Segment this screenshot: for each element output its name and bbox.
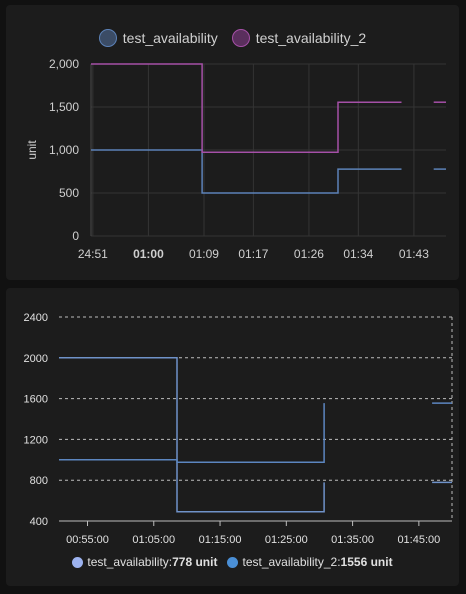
series-line-1 xyxy=(91,149,402,194)
series-line-2 xyxy=(91,63,402,153)
x-tick-label: 00:55:00 xyxy=(66,534,109,546)
y-tick-label: 2,000 xyxy=(49,57,79,71)
y-axis-label: unit xyxy=(25,140,39,160)
x-tick-label: 24:51 xyxy=(78,247,108,261)
chart-card-bottom: 2400 2000 1600 1200 800 400 00:55:00 01:05:00 01… xyxy=(6,288,459,586)
legend-label-series-1: test_availability xyxy=(122,30,218,46)
x-tick-label: 01:09 xyxy=(189,247,219,261)
x-tick-label: 01:35:00 xyxy=(331,534,374,546)
legend-item-series-2[interactable]: test_availability_2 xyxy=(231,29,367,47)
legend-swatch-series-1 xyxy=(98,29,117,47)
x-tick-label: 01:45:00 xyxy=(397,534,440,546)
series-line-2 xyxy=(59,403,325,464)
y-tick-label: 500 xyxy=(59,186,79,200)
chart-top: 2,000 1,500 1,000 500 0 24:51 01:00 01:09 01:17 0… xyxy=(25,57,446,261)
x-tick-label: 01:00 xyxy=(133,247,164,261)
legend-label-series-2: test_availability_2 xyxy=(255,30,367,46)
legend-item-series-1[interactable]: test_availability xyxy=(98,29,218,47)
legend2-value-series-2: 1556 unit xyxy=(340,555,393,569)
legend2-swatch-series-1 xyxy=(72,556,84,568)
x-tick-label: 01:34 xyxy=(343,247,373,261)
y-tick-label: 1,500 xyxy=(49,100,79,114)
legend2-name-series-2: test_availability_2: xyxy=(242,555,341,569)
legend-swatch-series-2 xyxy=(231,29,250,47)
y-tick-label: 1600 xyxy=(24,394,48,406)
chart-legend-top: test_availability test_availability_2 xyxy=(6,29,459,47)
y-tick-label: 400 xyxy=(30,516,48,528)
y-tick-label: 1,000 xyxy=(49,143,79,157)
x-tick-label: 01:05:00 xyxy=(132,534,175,546)
chart-bottom: 2400 2000 1600 1200 800 400 00:55:00 01:05:00 01… xyxy=(24,312,453,546)
y-tick-label: 1200 xyxy=(24,434,48,446)
x-tick-label: 01:43 xyxy=(399,247,429,261)
chart-legend-bottom: test_availability: 778 unit test_availab… xyxy=(6,555,459,569)
chart-card-top: test_availability test_availability_2 2,… xyxy=(6,5,459,280)
legend2-name-series-1: test_availability: xyxy=(87,555,173,569)
x-tick-label: 01:15:00 xyxy=(199,534,242,546)
legend2-item-series-1[interactable]: test_availability: 778 unit xyxy=(72,555,217,569)
legend2-value-series-1: 778 unit xyxy=(172,555,218,569)
x-tick-label: 01:26 xyxy=(294,247,324,261)
y-tick-label: 2000 xyxy=(24,353,48,365)
y-tick-label: 800 xyxy=(30,475,48,487)
y-tick-label: 2400 xyxy=(24,312,48,324)
y-tick-label: 0 xyxy=(72,229,79,243)
x-tick-label: 01:17 xyxy=(238,247,268,261)
x-tick-label: 01:25:00 xyxy=(265,534,308,546)
legend2-item-series-2[interactable]: test_availability_2: 1556 unit xyxy=(227,555,393,569)
series-line-1 xyxy=(59,357,325,513)
legend2-swatch-series-2 xyxy=(227,556,239,568)
